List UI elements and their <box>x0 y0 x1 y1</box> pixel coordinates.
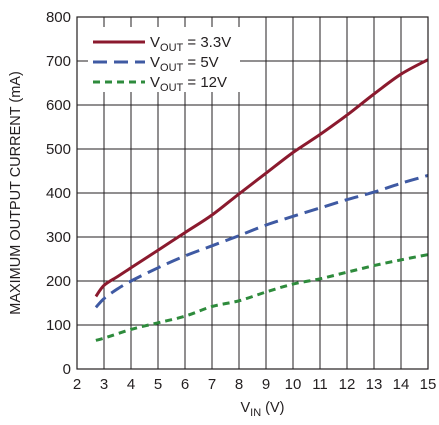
x-tick-label: 7 <box>208 376 216 393</box>
y-tick-label: 800 <box>46 9 71 26</box>
series-line-2 <box>95 253 429 342</box>
y-tick-label: 200 <box>46 273 71 290</box>
legend-label-0: VOUT = 3.3V <box>150 34 231 54</box>
legend-label-1: VOUT = 5V <box>150 54 219 74</box>
x-tick-label: 6 <box>181 376 189 393</box>
y-tick-label: 500 <box>46 141 71 158</box>
x-tick-label: 5 <box>154 376 162 393</box>
x-tick-label: 13 <box>366 376 383 393</box>
plot-frame <box>76 16 429 370</box>
x-tick-label: 8 <box>235 376 243 393</box>
y-tick-label: 0 <box>63 361 71 378</box>
x-tick-label: 14 <box>393 376 410 393</box>
x-tick-label: 2 <box>73 376 81 393</box>
y-axis-ticks: 0 100 200 300 400 500 600 700 800 <box>46 9 71 378</box>
y-tick-label: 300 <box>46 229 71 246</box>
y-tick-label: 600 <box>46 97 71 114</box>
series-layer <box>94 58 429 342</box>
x-tick-label: 11 <box>312 376 328 393</box>
x-tick-label: 4 <box>127 376 135 393</box>
legend-background <box>88 27 240 92</box>
x-tick-label: 3 <box>100 376 108 393</box>
y-tick-label: 700 <box>46 53 71 70</box>
x-tick-label: 12 <box>339 376 356 393</box>
legend-label-2: VOUT = 12V <box>150 74 227 94</box>
x-tick-label: 10 <box>285 376 302 393</box>
x-tick-label: 15 <box>420 376 437 393</box>
y-axis-title: MAXIMUM OUTPUT CURRENT (mA) <box>8 71 24 315</box>
y-tick-label: 100 <box>46 317 71 334</box>
x-axis-ticks: 2 3 4 5 6 7 8 9 10 11 12 13 14 15 <box>73 376 437 393</box>
x-axis-title: VIN (V) <box>240 400 284 419</box>
series-line-0 <box>94 58 429 298</box>
x-tick-label: 9 <box>262 376 270 393</box>
series-line-1 <box>94 173 429 309</box>
y-tick-label: 400 <box>46 185 71 202</box>
